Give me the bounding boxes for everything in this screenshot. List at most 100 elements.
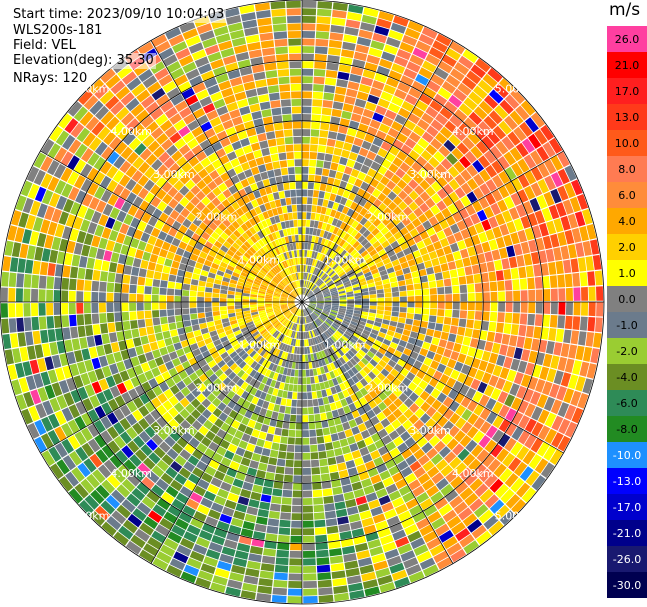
ppi-gate	[392, 206, 403, 216]
ppi-gate	[409, 351, 419, 360]
ppi-gate	[496, 354, 506, 367]
ppi-gate	[355, 326, 364, 333]
ppi-gate	[296, 331, 299, 339]
ppi-gate	[265, 352, 272, 361]
ppi-gate	[460, 396, 472, 408]
ppi-gate	[244, 220, 253, 229]
ppi-gate	[407, 530, 422, 543]
ppi-gate	[366, 233, 375, 242]
ppi-gate	[216, 446, 227, 457]
colorbar-segment	[607, 130, 647, 157]
ppi-gate	[438, 530, 454, 543]
ppi-gate	[288, 345, 293, 353]
ppi-gate	[11, 242, 22, 258]
ppi-gate	[372, 355, 381, 363]
ppi-gate	[307, 291, 313, 297]
ppi-gate	[287, 596, 302, 604]
ppi-gate	[354, 363, 363, 372]
ppi-gate	[314, 61, 327, 70]
ppi-gate	[322, 168, 330, 177]
ppi-gate	[286, 152, 294, 160]
ppi-gate	[302, 0, 317, 8]
ppi-gate	[303, 309, 305, 317]
ppi-gate	[324, 340, 331, 347]
ppi-gate	[482, 454, 495, 468]
ppi-gate	[299, 324, 301, 332]
ppi-gate	[196, 89, 209, 101]
ppi-gate	[213, 176, 224, 186]
ppi-gate	[314, 360, 320, 368]
ppi-gate	[308, 295, 316, 299]
ppi-gate	[91, 313, 100, 324]
ppi-gate	[71, 467, 85, 483]
ppi-gate	[302, 520, 314, 528]
ppi-gate	[344, 243, 352, 252]
ppi-gate	[237, 369, 245, 378]
ppi-gate	[174, 295, 182, 302]
ppi-gate	[295, 437, 302, 445]
ppi-gate	[484, 473, 498, 488]
ppi-gate	[136, 294, 144, 302]
ppi-gate	[520, 100, 536, 116]
ppi-gate	[359, 281, 367, 287]
ppi-gate	[36, 232, 47, 248]
ppi-gate	[156, 459, 169, 472]
ppi-gate	[248, 49, 262, 59]
ppi-gate	[477, 253, 486, 264]
ppi-gate	[197, 291, 205, 297]
ppi-gate	[437, 309, 445, 317]
ppi-gate	[62, 327, 71, 340]
ppi-gate	[331, 306, 339, 310]
ppi-gate	[278, 342, 284, 350]
ppi-gate	[372, 218, 382, 227]
ppi-gate	[132, 508, 147, 522]
ppi-gate	[303, 596, 318, 604]
ppi-gate	[510, 477, 525, 493]
colorbar-tick-label: -6.0	[616, 397, 637, 410]
ppi-gate	[268, 457, 278, 466]
ppi-gate	[474, 222, 485, 234]
ppi-gate	[220, 364, 230, 373]
ppi-gate	[317, 359, 323, 367]
ppi-gate	[303, 588, 318, 596]
ppi-gate	[348, 259, 357, 267]
ppi-gate	[211, 351, 220, 360]
ppi-gate	[166, 251, 175, 260]
ppi-gate	[449, 456, 462, 470]
ppi-gate	[295, 288, 299, 296]
ppi-gate	[365, 257, 374, 264]
ppi-gate	[94, 405, 106, 419]
ppi-gate	[479, 330, 488, 341]
ppi-gate	[182, 505, 196, 517]
ppi-gate	[323, 357, 330, 365]
ppi-gate	[312, 197, 318, 205]
ppi-gate	[244, 211, 253, 220]
ppi-gate	[462, 49, 478, 64]
ppi-gate	[234, 550, 249, 560]
ppi-gate	[279, 262, 285, 270]
range-ring-label: 4.00km	[452, 125, 494, 138]
ppi-gate	[261, 267, 269, 274]
ppi-gate	[276, 206, 283, 215]
ppi-gate	[455, 259, 464, 269]
ppi-gate	[372, 272, 381, 279]
ppi-gate	[399, 312, 407, 318]
ppi-gate	[309, 144, 318, 152]
ppi-gate	[258, 290, 266, 295]
ppi-gate	[450, 548, 467, 563]
ppi-gate	[324, 153, 333, 162]
ppi-gate	[190, 313, 198, 320]
ppi-gate	[192, 348, 202, 357]
ppi-gate	[341, 149, 351, 159]
ppi-gate	[278, 76, 290, 85]
ppi-gate	[67, 171, 80, 186]
ppi-gate	[256, 273, 264, 280]
ppi-gate	[343, 224, 351, 233]
ppi-gate	[346, 506, 359, 516]
ppi-gate	[306, 316, 310, 323]
ppi-gate	[346, 269, 354, 276]
ppi-gate	[179, 185, 190, 196]
ppi-gate	[407, 113, 421, 125]
ppi-gate	[466, 191, 478, 204]
ppi-gate	[157, 201, 168, 212]
